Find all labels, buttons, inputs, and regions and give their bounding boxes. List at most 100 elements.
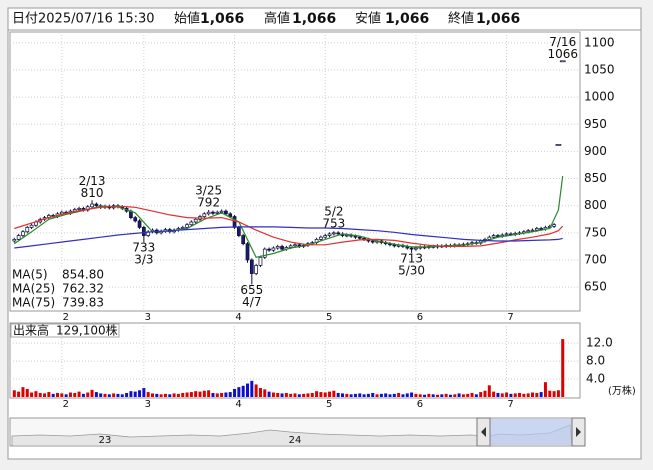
candle-body	[267, 248, 271, 251]
field-label: 終値	[448, 11, 474, 27]
volume-bar	[198, 391, 202, 397]
candle-body	[409, 247, 414, 250]
y-tick-label: 1100	[584, 35, 615, 49]
volume-bar	[77, 391, 81, 397]
volume-bar	[267, 391, 271, 397]
x-tick-label: 6	[417, 399, 423, 410]
navigator-label: 23	[99, 435, 112, 446]
volume-bar	[246, 383, 249, 397]
volume-bar	[12, 390, 16, 397]
volume-bar	[410, 392, 414, 397]
volume-bar	[60, 393, 64, 397]
arrow-left	[481, 427, 486, 437]
candle-body	[211, 211, 215, 214]
candle-body	[241, 235, 246, 245]
volume-bar	[133, 391, 137, 397]
y-tick-label: 800	[584, 198, 607, 212]
volume-bar	[479, 392, 483, 397]
date: 2025/07/16 15:30	[38, 12, 155, 27]
candle-body	[496, 235, 500, 237]
x-tick-label: 5	[326, 312, 332, 323]
x-tick-label: 2	[63, 399, 69, 410]
annotation-date: 5/2	[324, 205, 343, 219]
volume-bar	[43, 393, 47, 397]
header-bar	[7, 7, 642, 31]
volume-bar	[258, 388, 262, 397]
volume-bar	[353, 393, 357, 397]
volume-bar	[539, 392, 543, 397]
candle-body	[491, 235, 496, 238]
volume-bar	[94, 392, 98, 397]
candle-body	[293, 244, 297, 247]
volume-bar	[310, 392, 314, 397]
volume-bar	[358, 393, 362, 397]
x-tick-label: 7	[507, 399, 513, 410]
volume-bar	[431, 394, 435, 397]
field-value: 1,066	[200, 11, 244, 27]
volume-bar	[371, 392, 375, 397]
volume-unit: (万株)	[608, 384, 636, 397]
volume-bar	[552, 391, 556, 397]
volume-bar	[302, 393, 306, 397]
x-tick-label: 3	[145, 399, 151, 410]
volume-bar	[500, 393, 504, 397]
volume-bar	[284, 392, 288, 397]
candle-body	[185, 224, 189, 228]
candle-body	[12, 239, 17, 242]
navigator-label: 24	[289, 435, 302, 446]
volume-bar	[461, 394, 465, 397]
candle-body	[94, 203, 99, 207]
field-value: 1,066	[476, 11, 520, 27]
volume-bar	[440, 394, 444, 397]
y-tick-label: 1000	[584, 90, 615, 104]
price-panel	[9, 31, 581, 312]
volume-bar	[397, 392, 401, 397]
volume-bar	[297, 394, 301, 397]
field-value: 1,066	[292, 11, 336, 27]
volume-bar	[556, 390, 560, 397]
volume-bar	[505, 392, 509, 397]
volume-bar	[306, 393, 310, 397]
candle-body	[137, 220, 142, 228]
volume-bar	[56, 392, 59, 397]
volume-last: 129,100株	[56, 323, 118, 338]
ma-legend-value: 854.80	[62, 268, 104, 282]
candle-body	[16, 235, 21, 240]
ma-legend-box	[11, 269, 107, 282]
candle-body	[539, 228, 543, 230]
volume-bar	[427, 393, 431, 397]
volume-bar	[116, 393, 120, 397]
navigator-window[interactable]	[490, 419, 572, 445]
volume-bar	[405, 393, 409, 397]
volume-bar	[401, 394, 405, 397]
candle-body	[559, 60, 566, 63]
field-label: 高値	[264, 11, 290, 27]
candle-body	[414, 247, 418, 250]
volume-bar	[215, 393, 219, 397]
volume-bar	[250, 380, 254, 397]
volume-bar	[99, 393, 103, 397]
candle-body	[319, 236, 323, 240]
volume-bar	[73, 392, 77, 397]
candle-body	[258, 256, 263, 266]
volume-bar	[470, 392, 474, 397]
volume-bar	[336, 392, 340, 397]
annotation-date: 3/3	[134, 253, 153, 267]
volume-bar	[513, 393, 517, 397]
volume-bar	[332, 390, 336, 397]
field-label: 始値	[174, 11, 200, 27]
volume-bar	[168, 394, 172, 397]
volume-bar	[228, 392, 232, 397]
x-tick-label: 4	[235, 312, 241, 323]
volume-bar	[181, 392, 185, 397]
ma-legend-value: 762.32	[62, 282, 104, 296]
volume-bar	[112, 393, 116, 397]
volume-bar	[522, 393, 526, 397]
volume-bar	[30, 392, 34, 397]
annotation-value: 655	[240, 283, 263, 297]
volume-bar	[444, 393, 448, 397]
candle-body	[280, 246, 284, 250]
candle-body	[142, 227, 146, 236]
volume-tick-label: 12.0	[586, 336, 613, 350]
